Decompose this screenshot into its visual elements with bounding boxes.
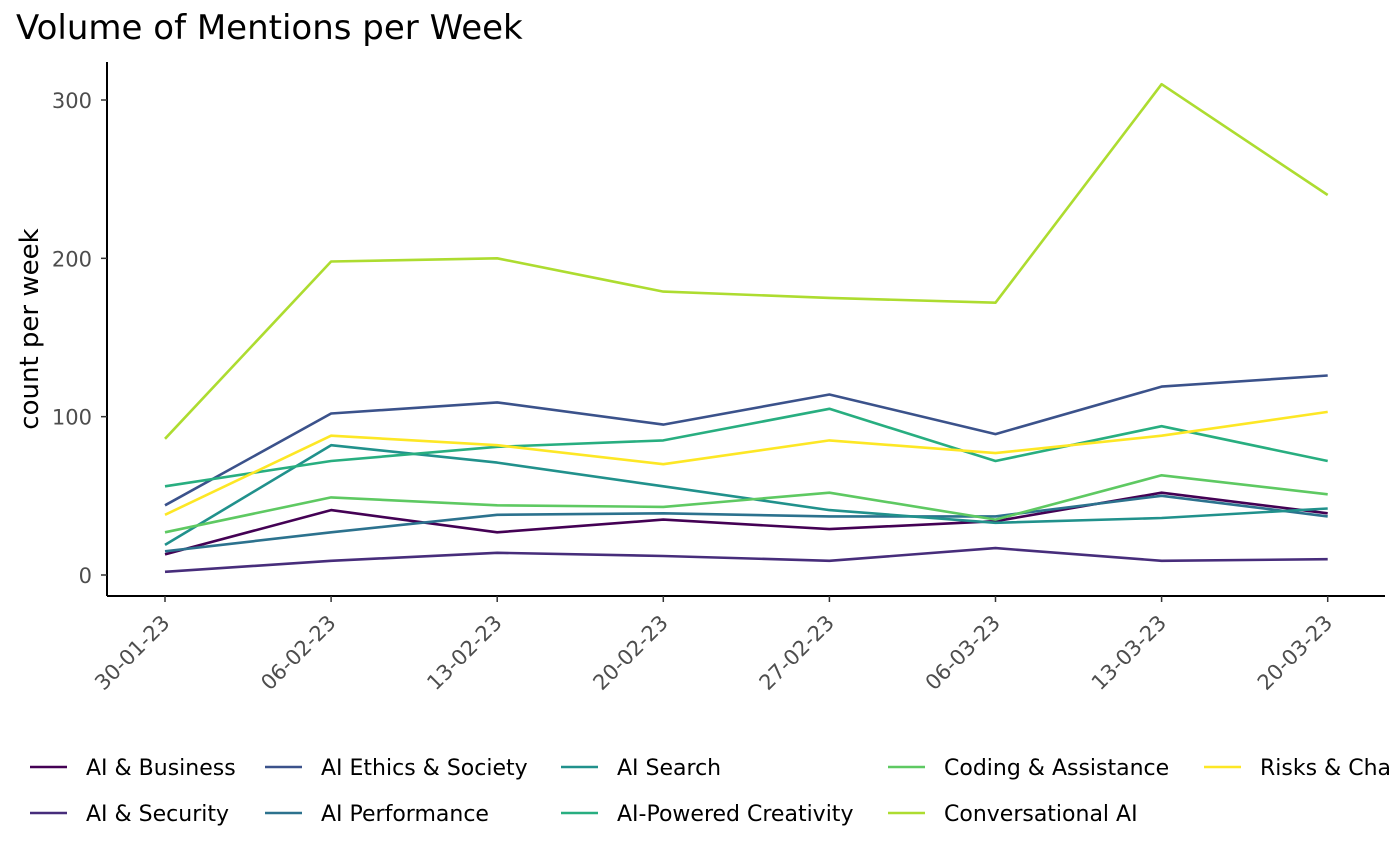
- chart-title: Volume of Mentions per Week: [16, 8, 523, 48]
- series-line: [164, 443, 1328, 547]
- series-line: [164, 407, 1328, 488]
- x-tick-label: 27-02-23: [755, 611, 839, 695]
- x-axis: 30-01-23 06-02-23 13-02-23 20-02-23 27-02-23…: [90, 595, 1385, 695]
- legend-label: AI Ethics & Society: [321, 756, 528, 781]
- legend-label: Risks & Cha: [1260, 756, 1391, 781]
- x-tick-label: 20-02-23: [588, 611, 672, 695]
- legend-label: Conversational AI: [944, 802, 1138, 827]
- series-line: [164, 473, 1328, 534]
- x-tick-label: 20-03-23: [1253, 611, 1337, 695]
- x-tick-label: 30-01-23: [90, 611, 174, 695]
- legend-label: AI Performance: [321, 802, 489, 827]
- legend-label: AI-Powered Creativity: [617, 802, 853, 827]
- series-line: [164, 410, 1328, 516]
- series-line: [164, 374, 1328, 507]
- y-axis: 0 100 200 300: [52, 62, 108, 596]
- series-line: [164, 491, 1328, 556]
- y-axis-title: count per week: [15, 228, 45, 429]
- series-line: [164, 546, 1328, 574]
- series-line: [164, 82, 1329, 440]
- legend-label: AI & Business: [86, 756, 236, 781]
- series-line: [164, 494, 1328, 553]
- y-tick-label: 200: [52, 247, 92, 271]
- legend-label: AI & Security: [86, 802, 229, 827]
- x-tick-label: 06-02-23: [256, 611, 340, 695]
- legend: AI & Business AI & Security AI Ethics & So…: [30, 756, 1391, 827]
- x-tick-label: 06-03-23: [921, 611, 1005, 695]
- y-tick-label: 100: [52, 406, 92, 430]
- y-tick-label: 0: [79, 564, 92, 588]
- legend-label: AI Search: [617, 756, 721, 781]
- y-tick-label: 300: [52, 89, 92, 113]
- x-tick-label: 13-02-23: [422, 611, 506, 695]
- x-tick-label: 13-03-23: [1087, 611, 1171, 695]
- series-lines: [164, 82, 1329, 574]
- legend-label: Coding & Assistance: [944, 756, 1169, 781]
